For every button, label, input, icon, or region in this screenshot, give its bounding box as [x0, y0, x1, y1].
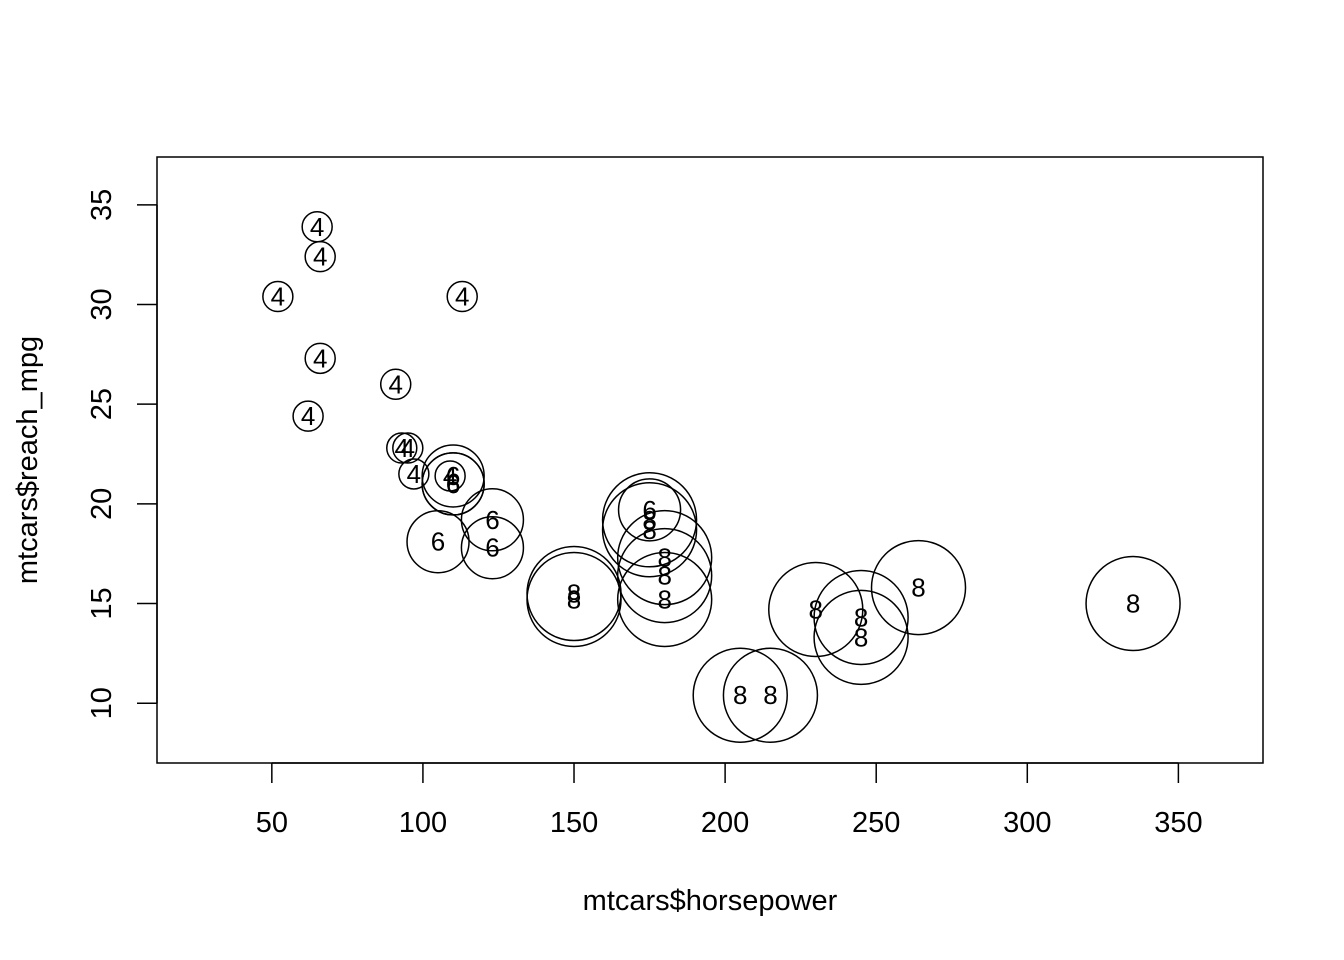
data-point-label: 4 [455, 282, 469, 312]
x-tick-label: 350 [1154, 807, 1202, 839]
data-point-label: 8 [911, 573, 925, 603]
data-point-bubble [304, 342, 336, 375]
data-point-bubble [722, 647, 819, 743]
data-point-label: 4 [271, 282, 285, 312]
data-point-bubble [616, 551, 713, 648]
data-point-label: 6 [485, 533, 499, 563]
data-point-bubble [601, 482, 698, 578]
data-point-bubble [379, 368, 412, 400]
data-point-label: 4 [395, 433, 409, 463]
x-tick-label: 100 [399, 807, 447, 839]
data-point-label: 4 [310, 212, 324, 242]
y-tick-label: 10 [86, 687, 118, 719]
data-point-label: 8 [567, 585, 581, 615]
data-point-label: 4 [407, 459, 421, 489]
data-point-label: 4 [301, 401, 315, 431]
x-tick-label: 50 [256, 807, 288, 839]
data-point-label: 8 [642, 505, 656, 535]
data-point-label: 4 [313, 242, 327, 272]
data-point-label: 8 [567, 579, 581, 609]
data-point-label: 4 [401, 433, 415, 463]
data-point-label: 6 [446, 461, 460, 491]
data-point-label: 8 [854, 622, 868, 652]
y-tick-label: 35 [86, 189, 118, 221]
data-point-bubble [434, 460, 466, 492]
x-tick-label: 300 [1003, 807, 1051, 839]
data-point-bubble [813, 589, 909, 686]
data-point-label: 6 [431, 527, 445, 557]
data-point-label: 4 [313, 343, 327, 373]
data-point-label: 6 [485, 505, 499, 535]
data-point-label: 4 [388, 369, 402, 399]
data-point-bubble [692, 647, 788, 743]
x-tick-label: 250 [852, 807, 900, 839]
data-point-bubble [446, 280, 478, 313]
data-point-bubble [1085, 555, 1181, 652]
data-point-bubble [301, 211, 333, 243]
data-point-label: 8 [657, 543, 671, 573]
data-point-label: 4 [443, 461, 457, 491]
data-point-bubble [262, 280, 294, 313]
data-point-label: 8 [657, 561, 671, 591]
y-tick-label: 20 [86, 488, 118, 520]
data-point-bubble [616, 509, 713, 606]
x-tick-label: 200 [701, 807, 749, 839]
data-point-bubble [460, 488, 525, 552]
x-tick-label: 150 [550, 807, 598, 839]
y-tick-label: 25 [86, 388, 118, 420]
data-point-bubble [386, 432, 418, 464]
data-point-bubble [460, 515, 525, 580]
x-axis: 50 100 150 200 250 300 350 [256, 762, 1203, 839]
y-axis: 10 15 20 25 30 35 [86, 189, 158, 719]
data-point-bubble [870, 539, 967, 636]
data-point-bubble [768, 561, 864, 658]
data-point-bubble [617, 478, 682, 542]
data-point-label: 8 [854, 602, 868, 632]
data-point-bubble [392, 432, 424, 464]
data-point-bubble [398, 458, 430, 490]
y-tick-label: 30 [86, 288, 118, 320]
y-axis-label: mtcars$reach_mpg [12, 336, 44, 584]
x-axis-label: mtcars$horsepower [583, 885, 838, 917]
data-point-bubble [421, 444, 485, 508]
data-point-label: 8 [763, 680, 777, 710]
data-point-bubble [813, 569, 909, 666]
data-point-label: 8 [642, 515, 656, 545]
data-point-label: 6 [642, 495, 656, 525]
y-tick-label: 15 [86, 587, 118, 619]
data-point-label: 8 [1126, 589, 1140, 619]
data-point-label: 8 [657, 585, 671, 615]
data-point-bubble [406, 509, 470, 574]
data-point-bubble [526, 551, 622, 648]
data-point-bubble [601, 472, 698, 568]
data-point-label: 8 [809, 595, 823, 625]
data-point-bubble [292, 400, 324, 432]
data-point-label: 8 [733, 680, 747, 710]
